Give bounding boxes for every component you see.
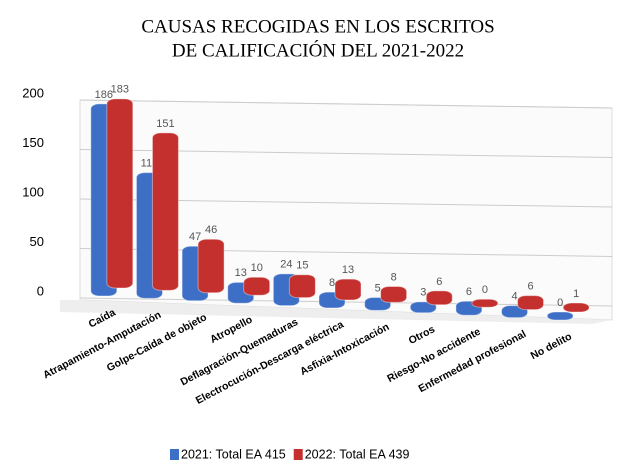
- bar: [425, 290, 453, 306]
- chart-title: CAUSAS RECOGIDAS EN LOS ESCRITOS: [141, 16, 494, 37]
- value-label: 6: [436, 276, 442, 288]
- legend-swatch: [293, 449, 303, 460]
- bar: [562, 302, 590, 313]
- value-label: 13: [235, 267, 247, 279]
- value-label: 0: [557, 297, 563, 309]
- value-label: 13: [342, 264, 354, 276]
- legend-label: 2022: Total EA 439: [305, 447, 410, 461]
- value-label: 6: [527, 281, 533, 293]
- value-label: 24: [280, 259, 292, 271]
- y-tick-label: 100: [22, 184, 44, 199]
- value-label: 8: [329, 277, 335, 289]
- bar: [151, 132, 179, 291]
- value-label: 6: [466, 286, 472, 298]
- value-label: 15: [296, 260, 308, 272]
- x-tick-label: No delito: [529, 331, 574, 363]
- bar: [243, 276, 271, 296]
- value-label: 4: [511, 291, 517, 303]
- value-label: 10: [251, 262, 263, 274]
- legend-label: 2021: Total EA 415: [181, 447, 286, 461]
- y-tick-label: 50: [30, 234, 44, 249]
- value-label: 5: [375, 282, 381, 294]
- value-label: 1: [573, 288, 579, 300]
- y-tick-label: 150: [22, 135, 44, 150]
- chart-title: DE CALIFICACIÓN DEL 2021-2022: [172, 39, 464, 61]
- bar: [380, 285, 408, 303]
- bar: [409, 301, 437, 314]
- bar: [546, 311, 574, 321]
- bar: [334, 278, 362, 301]
- legend-swatch: [170, 449, 179, 460]
- value-label: 0: [482, 284, 488, 296]
- bar: [517, 295, 545, 311]
- bar: [197, 238, 225, 294]
- bar: [106, 98, 134, 289]
- grid-line: [79, 99, 613, 109]
- value-label: 8: [391, 271, 397, 283]
- value-label: 47: [189, 231, 201, 243]
- bar: [471, 298, 499, 308]
- value-label: 151: [156, 118, 174, 130]
- y-tick-label: 0: [37, 283, 44, 298]
- value-label: 3: [420, 287, 426, 299]
- value-label: 46: [205, 224, 217, 236]
- x-tick-label: Otros: [407, 323, 438, 347]
- bar: [288, 274, 316, 299]
- floor: [60, 300, 612, 324]
- value-label: 183: [111, 84, 129, 96]
- value-label: 186: [95, 89, 113, 101]
- y-tick-label: 200: [22, 85, 44, 100]
